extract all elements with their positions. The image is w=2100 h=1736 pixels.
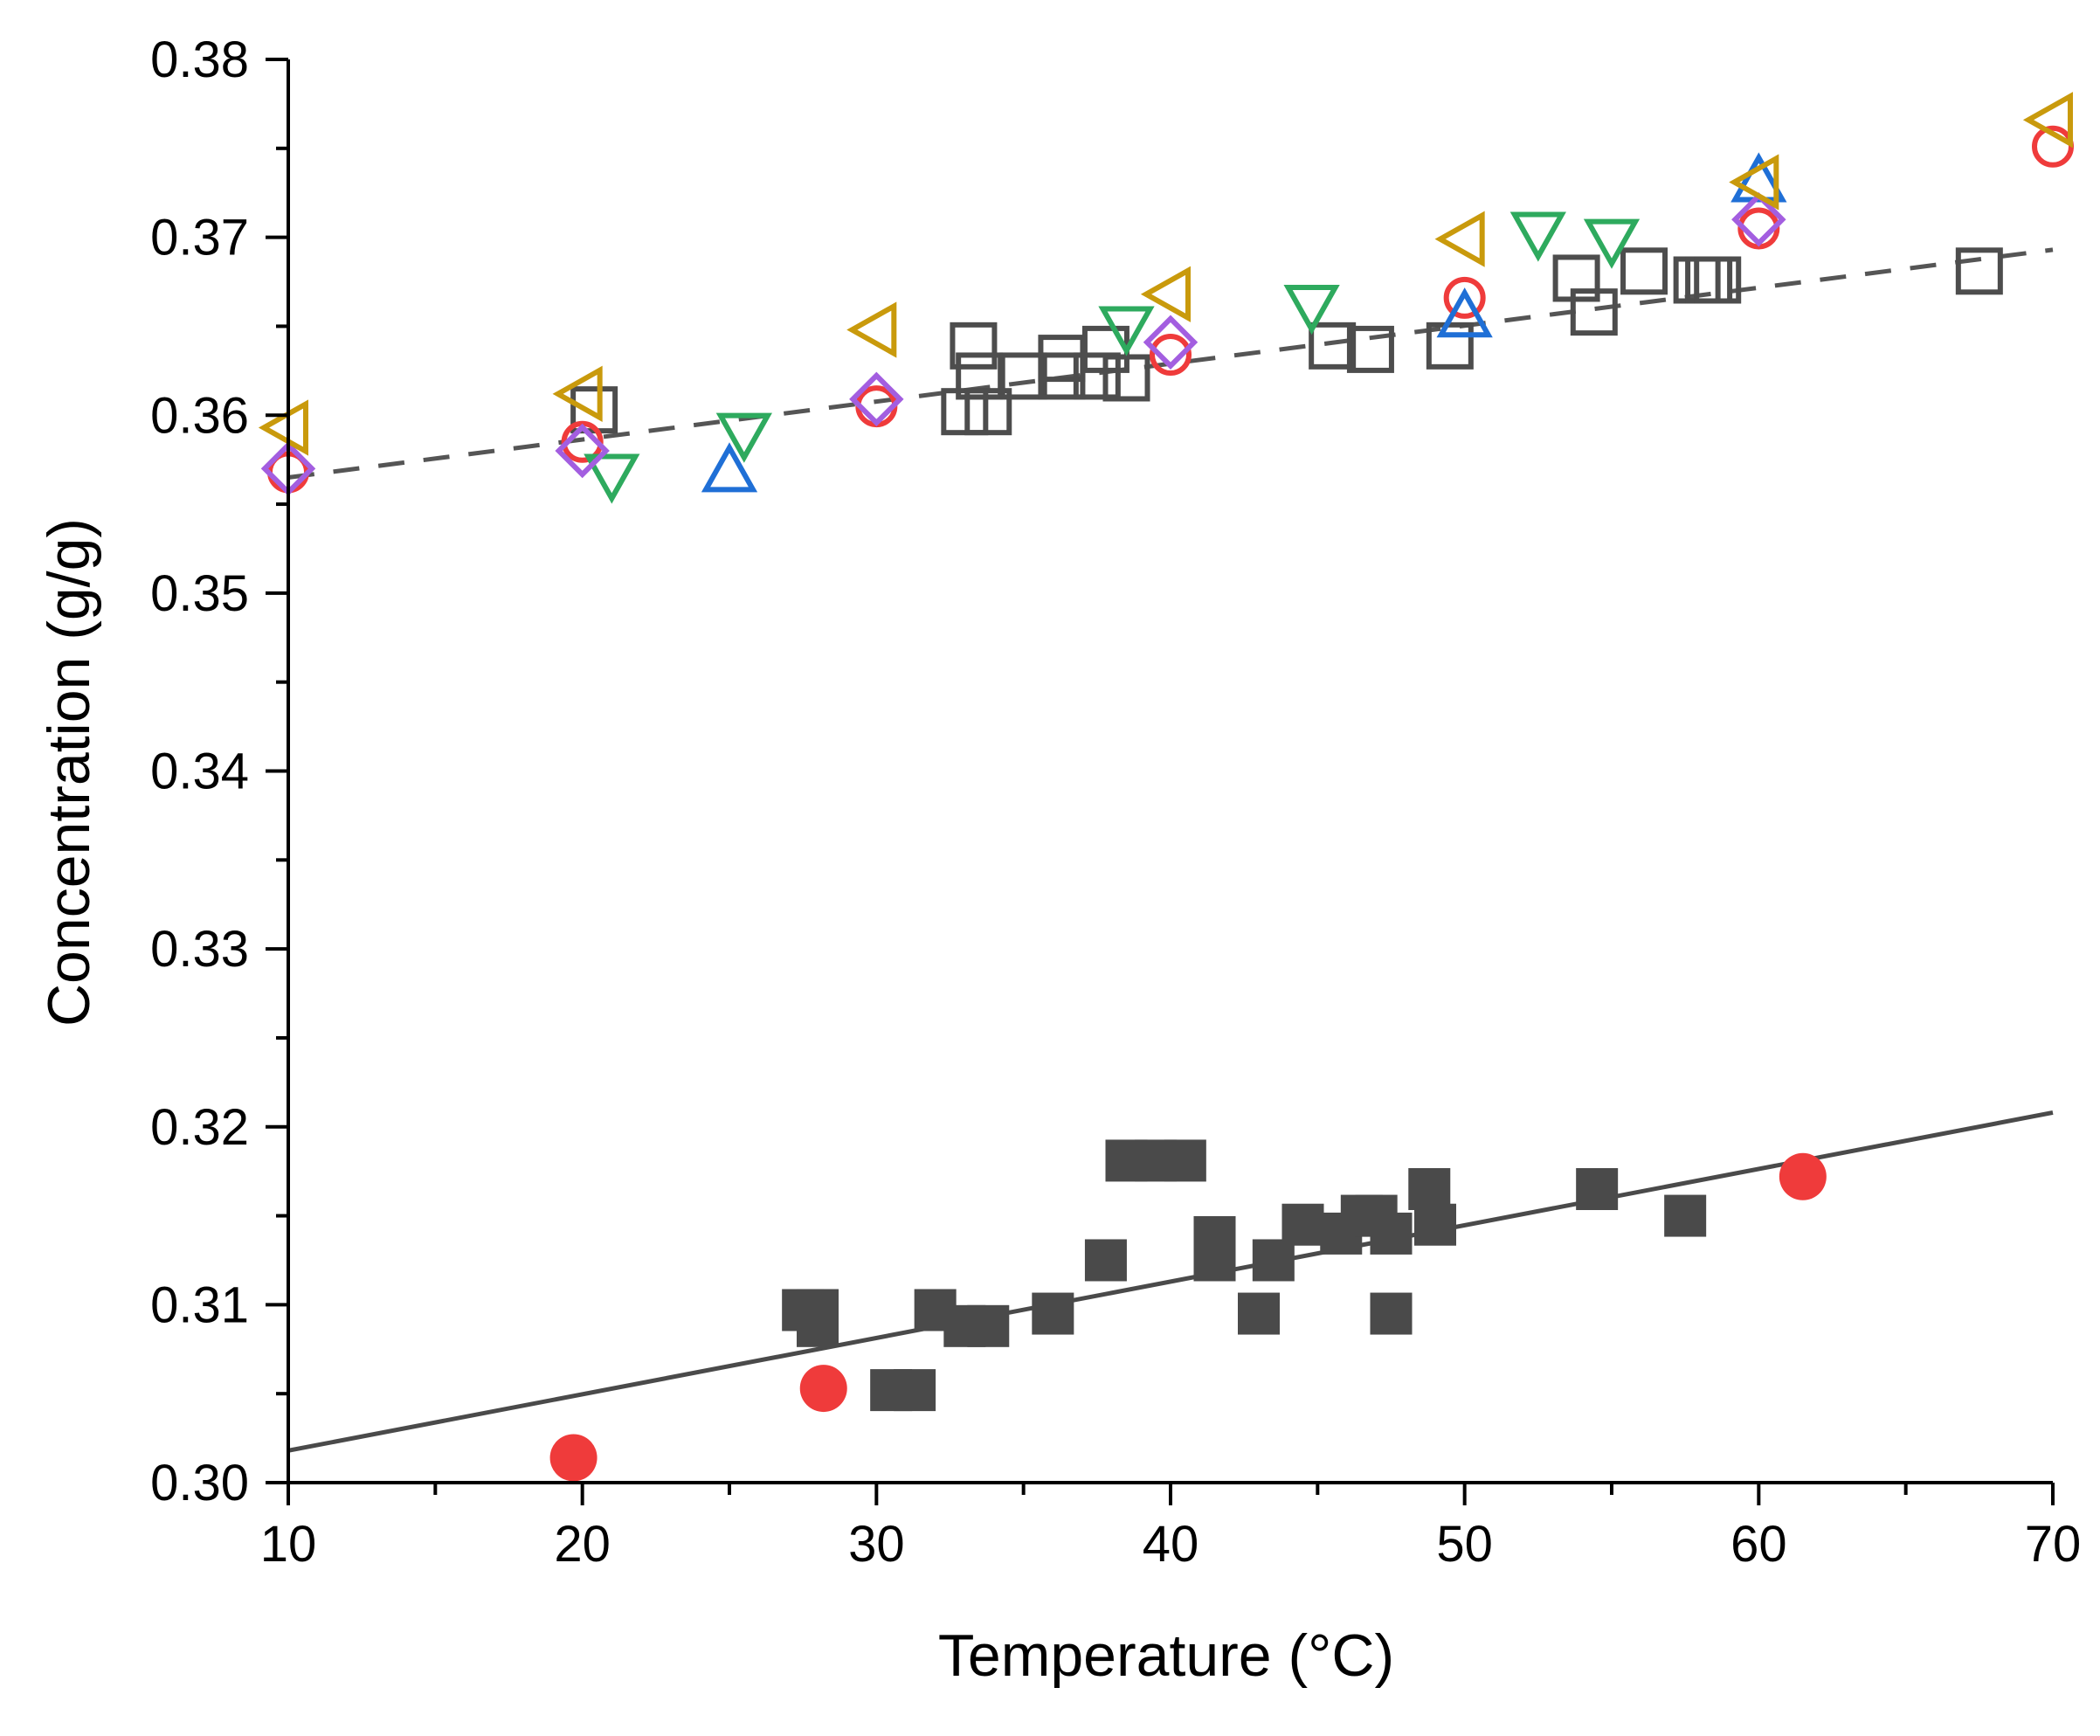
filled-square-marker	[1164, 1139, 1206, 1182]
open-triangle-down-marker	[1283, 285, 1340, 335]
open-triangle-down-marker	[715, 412, 772, 463]
open-square-marker	[1102, 354, 1150, 402]
open-square-marker	[964, 388, 1012, 436]
y-tick-label: 0.32	[150, 1099, 249, 1156]
axes-layer: 10 20 30 40 50 60 70 0.30 0.31 0.32 0.33 0.34 0.35 0.…	[150, 31, 2081, 1573]
y-tick-label: 0.36	[150, 387, 249, 444]
open-triangle-left-marker	[1434, 211, 1485, 267]
filled-circle-marker	[799, 1365, 847, 1413]
x-tick-label: 10	[260, 1516, 317, 1573]
filled-square-marker	[1281, 1203, 1324, 1246]
open-diamond-marker	[555, 423, 610, 479]
y-tick-label: 0.37	[150, 210, 249, 266]
open-triangle-left-marker	[2022, 92, 2073, 149]
filled-square-marker	[1032, 1292, 1074, 1335]
open-circle-marker	[1443, 276, 1486, 319]
filled-square-marker	[1664, 1194, 1707, 1237]
solid-fit-line	[287, 1110, 2054, 1453]
filled-square-marker	[1252, 1239, 1295, 1282]
open-diamond-marker	[1143, 315, 1199, 370]
open-square-marker	[1552, 254, 1600, 302]
dashed-fit-line	[287, 247, 2054, 480]
open-square-marker	[1309, 322, 1357, 370]
filled-square-marker	[1408, 1168, 1451, 1211]
filled-circle-marker	[549, 1434, 598, 1482]
open-square-marker	[1570, 288, 1618, 336]
filled-square-marker	[1370, 1212, 1413, 1255]
open-square-marker	[1694, 256, 1742, 304]
filled-square-marker	[1576, 1168, 1619, 1211]
filled-circle-marker	[1779, 1152, 1827, 1200]
open-square-marker	[1346, 325, 1394, 373]
x-tick-label: 20	[554, 1516, 611, 1573]
open-triangle-up-marker	[701, 442, 758, 493]
open-triangle-down-marker	[584, 453, 640, 504]
open-triangle-left-marker	[1729, 154, 1779, 211]
x-tick-label: 70	[2025, 1516, 2082, 1573]
open-square-marker	[1426, 322, 1474, 370]
open-triangle-left-marker	[846, 301, 897, 358]
open-triangle-left-marker	[258, 399, 308, 456]
filled-square-marker	[1370, 1292, 1413, 1335]
markers-layer	[258, 92, 2074, 1482]
x-tick-label: 30	[848, 1516, 905, 1573]
x-axis-label: Temperature (°C)	[938, 1622, 1394, 1689]
filled-square-marker	[894, 1369, 936, 1412]
filled-square-marker	[1084, 1239, 1127, 1282]
open-circle-marker	[1150, 334, 1192, 377]
open-square-marker	[1073, 352, 1121, 400]
y-tick-label: 0.31	[150, 1276, 249, 1333]
fit-lines-layer	[287, 247, 2054, 1453]
open-square-marker	[999, 352, 1047, 400]
open-triangle-down-marker	[1583, 218, 1641, 269]
open-diamond-marker	[1731, 192, 1786, 247]
filled-square-marker	[797, 1289, 839, 1331]
y-tick-label: 0.38	[150, 31, 249, 88]
open-triangle-down-marker	[1098, 306, 1155, 356]
filled-square-marker	[1193, 1239, 1236, 1282]
open-diamond-marker	[849, 371, 904, 427]
open-square-marker	[1620, 247, 1668, 295]
open-triangle-down-marker	[1509, 211, 1566, 262]
y-tick-label: 0.35	[150, 565, 249, 622]
y-tick-label: 0.34	[150, 744, 249, 800]
x-tick-label: 50	[1436, 1516, 1493, 1573]
open-triangle-left-marker	[552, 365, 603, 422]
open-square-marker	[950, 322, 998, 370]
y-tick-label: 0.33	[150, 921, 249, 978]
filled-square-marker	[1414, 1203, 1456, 1246]
open-square-marker	[1955, 247, 2003, 295]
y-axis-label: Concentration (g/g)	[36, 518, 102, 1027]
x-tick-label: 40	[1143, 1516, 1199, 1573]
x-tick-label: 60	[1730, 1516, 1787, 1573]
filled-square-marker	[967, 1304, 1010, 1347]
filled-square-marker	[1238, 1292, 1280, 1335]
open-triangle-up-marker	[1436, 287, 1493, 338]
y-tick-label: 0.30	[150, 1455, 249, 1511]
open-triangle-left-marker	[1140, 266, 1191, 322]
